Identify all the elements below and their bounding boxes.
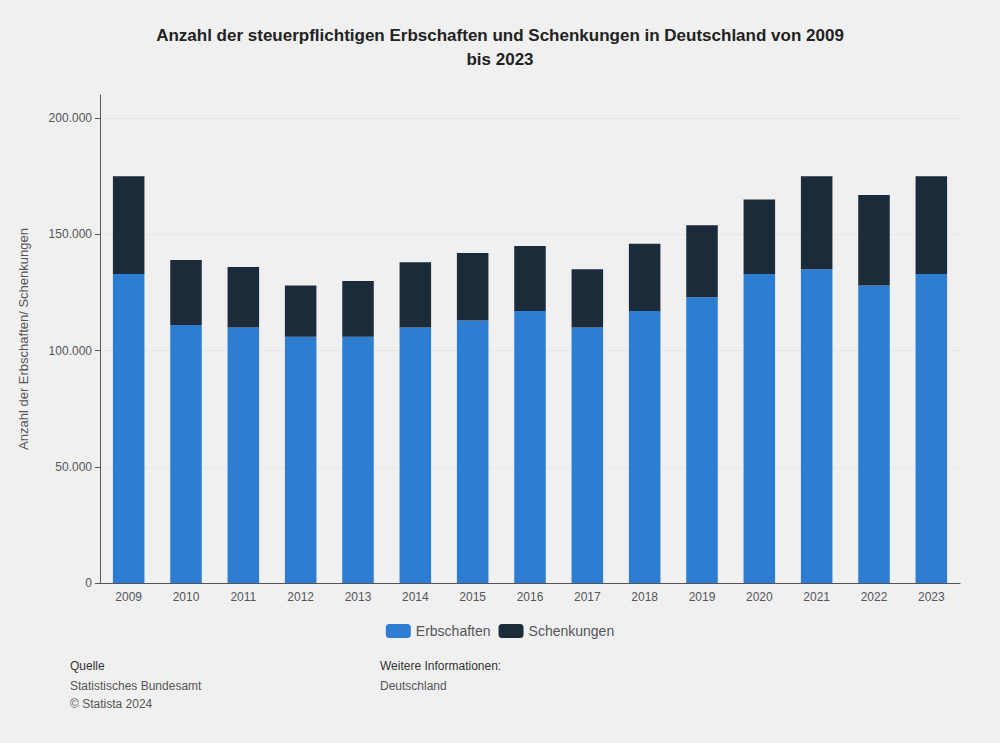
- svg-text:2014: 2014: [402, 590, 429, 604]
- svg-text:2019: 2019: [689, 590, 716, 604]
- svg-text:2016: 2016: [517, 590, 544, 604]
- svg-text:Quelle: Quelle: [70, 659, 105, 673]
- svg-text:© Statista 2024: © Statista 2024: [70, 697, 153, 711]
- svg-text:2022: 2022: [861, 590, 888, 604]
- svg-text:Deutschland: Deutschland: [380, 679, 447, 693]
- svg-text:200.000: 200.000: [49, 111, 93, 125]
- svg-text:Anzahl der Erbschaften/ Schenk: Anzahl der Erbschaften/ Schenkungen: [16, 228, 31, 450]
- svg-text:Statistisches Bundesamt: Statistisches Bundesamt: [70, 679, 202, 693]
- svg-text:50.000: 50.000: [55, 460, 92, 474]
- svg-text:2012: 2012: [287, 590, 314, 604]
- svg-text:2023: 2023: [918, 590, 945, 604]
- svg-text:2021: 2021: [803, 590, 830, 604]
- svg-text:2009: 2009: [115, 590, 142, 604]
- svg-text:2013: 2013: [345, 590, 372, 604]
- svg-text:Erbschaften: Erbschaften: [416, 623, 491, 639]
- svg-text:2015: 2015: [459, 590, 486, 604]
- svg-text:Anzahl der steuerpflichtigen E: Anzahl der steuerpflichtigen Erbschaften…: [156, 26, 844, 45]
- svg-text:150.000: 150.000: [49, 227, 93, 241]
- svg-text:bis 2023: bis 2023: [466, 50, 533, 69]
- svg-text:0: 0: [85, 576, 92, 590]
- svg-text:2010: 2010: [173, 590, 200, 604]
- svg-text:2011: 2011: [230, 590, 256, 604]
- svg-text:2020: 2020: [746, 590, 773, 604]
- svg-text:2017: 2017: [574, 590, 601, 604]
- svg-text:100.000: 100.000: [49, 344, 93, 358]
- svg-text:2018: 2018: [631, 590, 658, 604]
- svg-text:Weitere Informationen:: Weitere Informationen:: [380, 659, 501, 673]
- svg-text:Schenkungen: Schenkungen: [529, 623, 615, 639]
